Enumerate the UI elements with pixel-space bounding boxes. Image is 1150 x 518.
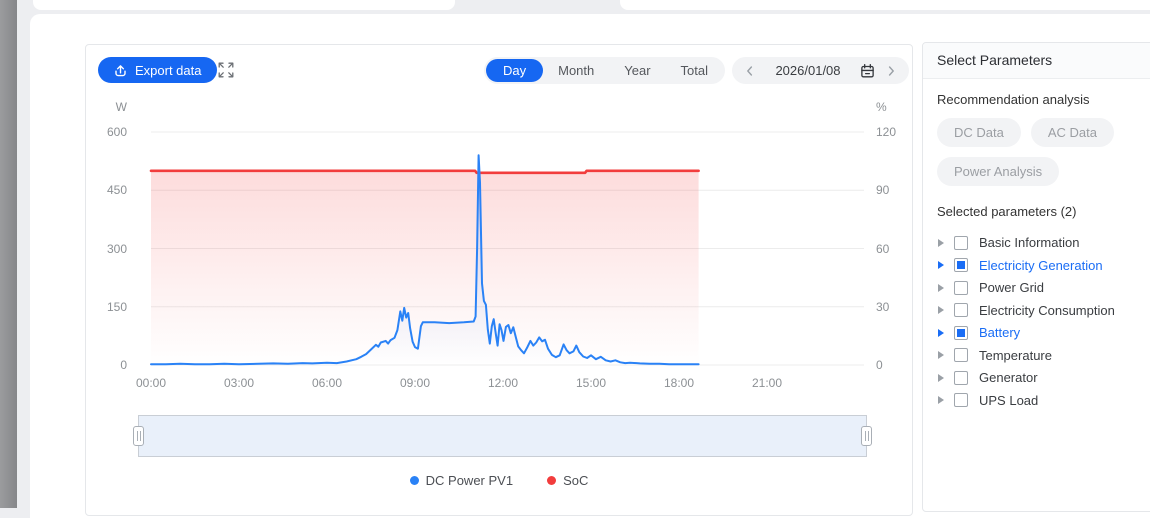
background-card-right	[620, 0, 1150, 10]
y-axis-right-tick: 30	[876, 299, 890, 314]
period-tab-group: Day Month Year Total	[484, 57, 726, 84]
x-axis-tick: 03:00	[223, 376, 255, 390]
tree-item-electricity-generation[interactable]: Electricity Generation	[937, 254, 1150, 277]
y-axis-right-tick: 90	[876, 183, 890, 198]
legend-item-dc-power-pv1[interactable]: DC Power PV1	[409, 473, 514, 488]
checkbox[interactable]	[954, 393, 968, 408]
x-axis-tick: 18:00	[663, 376, 695, 390]
selected-parameters-label: Selected parameters (2)	[937, 204, 1077, 219]
checkbox-indeterminate[interactable]	[954, 325, 968, 340]
checkbox[interactable]	[954, 370, 968, 385]
export-data-button[interactable]: Export data	[98, 57, 217, 83]
chevron-left-icon[interactable]	[744, 65, 756, 77]
y-axis-left-tick: 0	[120, 358, 127, 372]
chart-plot-area: W% 600 450 300 150 0 120 90 60 30 0 00:00 03:00 06:00…	[86, 100, 914, 450]
recommendation-buttons: DC Data AC Data Power Analysis	[937, 118, 1150, 186]
dc-data-button[interactable]: DC Data	[937, 118, 1021, 147]
datazoom-right-handle[interactable]	[861, 426, 872, 446]
x-axis-tick: 06:00	[311, 376, 343, 390]
tree-item-basic-information[interactable]: Basic Information	[937, 232, 1150, 255]
background-card-left	[33, 0, 455, 10]
checkbox[interactable]	[954, 303, 968, 318]
ac-data-button[interactable]: AC Data	[1030, 118, 1114, 147]
checkbox[interactable]	[954, 235, 968, 250]
tree-item-label[interactable]: Electricity Generation	[979, 257, 1103, 273]
tree-item-label[interactable]: Temperature	[979, 347, 1052, 363]
tree-item-label[interactable]: Power Grid	[979, 280, 1045, 296]
upload-icon	[113, 63, 128, 78]
chevron-right-icon[interactable]	[885, 65, 897, 77]
caret-right-icon[interactable]	[938, 396, 944, 405]
tree-item-label[interactable]: Battery	[979, 325, 1021, 341]
tab-total[interactable]: Total	[680, 63, 709, 78]
x-axis-tick: 12:00	[487, 376, 519, 390]
tree-item-ups-load[interactable]: UPS Load	[937, 389, 1150, 412]
checkbox[interactable]	[954, 348, 968, 363]
y-axis-right-tick: 0	[876, 358, 883, 372]
legend-dot	[409, 476, 419, 485]
chart-legend: DC Power PV1 SoC	[86, 473, 912, 488]
select-parameters-panel: Select Parameters Recommendation analysi…	[922, 42, 1150, 512]
caret-right-icon[interactable]	[938, 373, 944, 382]
power-analysis-button[interactable]: Power Analysis	[937, 157, 1060, 186]
tree-item-label[interactable]: Basic Information	[979, 235, 1080, 251]
tab-month[interactable]: Month	[558, 63, 595, 78]
y-axis-left-tick: 450	[106, 183, 127, 198]
x-axis-tick: 21:00	[751, 376, 783, 390]
date-picker[interactable]: 2026/01/08	[732, 57, 909, 84]
caret-right-icon[interactable]	[938, 351, 944, 360]
caret-right-icon[interactable]	[938, 306, 944, 315]
tab-year[interactable]: Year	[624, 63, 651, 78]
caret-right-icon[interactable]	[938, 261, 944, 270]
legend-item-soc[interactable]: SoC	[547, 473, 588, 488]
caret-right-icon[interactable]	[938, 283, 944, 292]
y-axis-right-tick: 120	[876, 125, 897, 139]
checkbox[interactable]	[954, 280, 968, 295]
left-edge-strip	[0, 0, 17, 508]
tree-item-power-grid[interactable]: Power Grid	[937, 277, 1150, 300]
y-axis-left-unit: W	[115, 100, 127, 114]
panel-title: Select Parameters	[923, 43, 1150, 79]
tree-item-electricity-consumption[interactable]: Electricity Consumption	[937, 299, 1150, 322]
parameter-tree: Basic Information Electricity Generation P…	[937, 232, 1150, 412]
checkbox-indeterminate[interactable]	[954, 258, 968, 273]
line-chart	[149, 131, 864, 366]
y-axis-left-tick: 600	[106, 125, 127, 139]
tree-item-generator[interactable]: Generator	[937, 367, 1150, 390]
analysis-card: Export data Day Month Year Total 2026/01/08	[30, 14, 1150, 518]
tab-day[interactable]: Day	[486, 59, 544, 82]
y-axis-right-tick: 60	[876, 241, 890, 256]
y-axis-right-unit: %	[876, 100, 887, 114]
caret-right-icon[interactable]	[938, 328, 944, 337]
y-axis-left-tick: 150	[106, 299, 127, 314]
caret-right-icon[interactable]	[938, 238, 944, 247]
legend-dot	[547, 476, 557, 485]
datazoom-left-handle[interactable]	[133, 426, 144, 446]
export-data-label: Export data	[135, 62, 202, 78]
tree-item-temperature[interactable]: Temperature	[937, 344, 1150, 367]
chart-panel: Export data Day Month Year Total 2026/01/08	[85, 44, 913, 516]
tree-item-label[interactable]: UPS Load	[979, 392, 1039, 408]
selected-date[interactable]: 2026/01/08	[775, 63, 841, 78]
legend-label: SoC	[563, 473, 589, 488]
tree-item-battery[interactable]: Battery	[937, 322, 1150, 345]
recommendation-analysis-label: Recommendation analysis	[937, 92, 1090, 107]
x-axis-tick: 15:00	[575, 376, 607, 390]
legend-label: DC Power PV1	[425, 473, 514, 488]
fullscreen-icon[interactable]	[218, 62, 234, 78]
datazoom-slider[interactable]	[133, 415, 872, 457]
x-axis-tick: 09:00	[399, 376, 431, 390]
tree-item-label[interactable]: Generator	[979, 370, 1038, 386]
calendar-icon[interactable]	[860, 63, 875, 79]
x-axis-tick: 00:00	[135, 376, 167, 390]
y-axis-left-tick: 300	[106, 241, 127, 256]
tree-item-label[interactable]: Electricity Consumption	[979, 302, 1115, 318]
